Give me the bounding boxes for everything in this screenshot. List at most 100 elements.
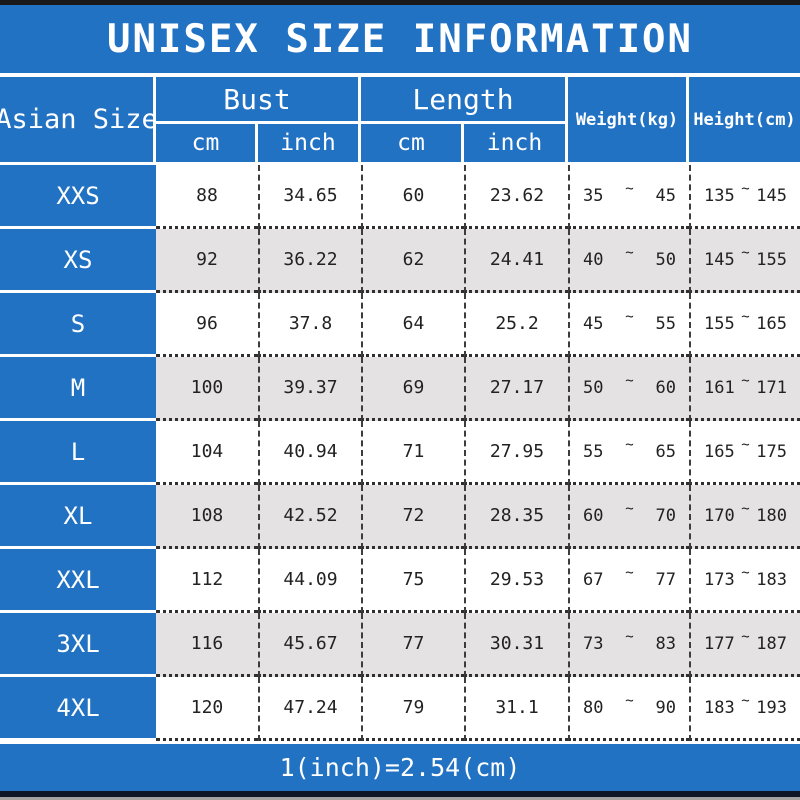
table-row-3xl: 3XL 116 45.67 77 30.31 73 ~ 83 177 ~ 187 <box>0 613 800 677</box>
weight-min: 45 <box>583 313 604 334</box>
header-bust-cm: cm <box>156 124 255 162</box>
length-cm-value: 62 <box>361 229 464 293</box>
tilde-glyph: ~ <box>741 372 750 389</box>
weight-range: 73 ~ 83 <box>568 613 689 677</box>
bust-inch-value: 37.8 <box>258 293 361 357</box>
length-cm-value: 77 <box>361 613 464 677</box>
height-max: 171 <box>756 377 787 398</box>
length-cm-value: 75 <box>361 549 464 613</box>
weight-max: 70 <box>655 505 676 526</box>
length-inch-value: 24.41 <box>464 229 568 293</box>
length-cm-value: 64 <box>361 293 464 357</box>
weight-range: 60 ~ 70 <box>568 485 689 549</box>
weight-min: 73 <box>583 633 604 654</box>
height-min: 183 <box>704 697 735 718</box>
weight-max: 60 <box>655 377 676 398</box>
size-label: 3XL <box>0 613 156 677</box>
height-max: 165 <box>756 313 787 334</box>
height-range: 135 ~ 145 <box>689 165 800 229</box>
tilde-glyph: ~ <box>625 180 634 197</box>
header-length: Length <box>361 77 565 121</box>
size-label: XXS <box>0 165 156 229</box>
height-max: 180 <box>756 505 787 526</box>
table-row-s: S 96 37.8 64 25.2 45 ~ 55 155 ~ 165 <box>0 293 800 357</box>
header-bust: Bust <box>156 77 358 121</box>
page-title: UNISEX SIZE INFORMATION <box>106 16 694 62</box>
header-bust-inch: inch <box>258 124 358 162</box>
tilde-glyph: ~ <box>741 692 750 709</box>
table-row-m: M 100 39.37 69 27.17 50 ~ 60 161 ~ 171 <box>0 357 800 421</box>
length-cm-value: 79 <box>361 677 464 741</box>
weight-range: 45 ~ 55 <box>568 293 689 357</box>
height-range: 155 ~ 165 <box>689 293 800 357</box>
size-label: 4XL <box>0 677 156 741</box>
weight-range: 80 ~ 90 <box>568 677 689 741</box>
weight-min: 50 <box>583 377 604 398</box>
weight-max: 83 <box>655 633 676 654</box>
header-asian-size: Asian Size <box>0 77 158 162</box>
bust-cm-value: 100 <box>156 357 258 421</box>
tilde-glyph: ~ <box>741 564 750 581</box>
length-inch-value: 31.1 <box>464 677 568 741</box>
tilde-glyph: ~ <box>741 244 750 261</box>
height-range: 173 ~ 183 <box>689 549 800 613</box>
size-label: M <box>0 357 156 421</box>
bust-inch-value: 44.09 <box>258 549 361 613</box>
bust-cm-value: 88 <box>156 165 258 229</box>
bust-cm-value: 104 <box>156 421 258 485</box>
bottom-gray-edge <box>0 797 800 800</box>
bust-inch-value: 40.94 <box>258 421 361 485</box>
height-min: 155 <box>704 313 735 334</box>
height-range: 145 ~ 155 <box>689 229 800 293</box>
tilde-glyph: ~ <box>741 308 750 325</box>
weight-min: 60 <box>583 505 604 526</box>
table-row-xs: XS 92 36.22 62 24.41 40 ~ 50 145 ~ 155 <box>0 229 800 293</box>
bust-inch-value: 47.24 <box>258 677 361 741</box>
bust-cm-value: 116 <box>156 613 258 677</box>
height-range: 170 ~ 180 <box>689 485 800 549</box>
weight-min: 67 <box>583 569 604 590</box>
weight-min: 55 <box>583 441 604 462</box>
length-cm-value: 69 <box>361 357 464 421</box>
weight-range: 50 ~ 60 <box>568 357 689 421</box>
weight-min: 35 <box>583 185 604 206</box>
bust-cm-value: 108 <box>156 485 258 549</box>
size-label: XS <box>0 229 156 293</box>
weight-max: 90 <box>655 697 676 718</box>
weight-range: 55 ~ 65 <box>568 421 689 485</box>
weight-max: 50 <box>655 249 676 270</box>
title-band: UNISEX SIZE INFORMATION <box>0 5 800 77</box>
height-min: 161 <box>704 377 735 398</box>
size-label: XXL <box>0 549 156 613</box>
length-cm-value: 71 <box>361 421 464 485</box>
tilde-glyph: ~ <box>625 372 634 389</box>
header-length-cm: cm <box>361 124 461 162</box>
table-header: Asian Size Bust Length Weight(kg) Height… <box>0 77 800 165</box>
tilde-glyph: ~ <box>741 628 750 645</box>
tilde-glyph: ~ <box>625 500 634 517</box>
table-row-xxl: XXL 112 44.09 75 29.53 67 ~ 77 173 ~ 183 <box>0 549 800 613</box>
weight-max: 65 <box>655 441 676 462</box>
bust-inch-value: 34.65 <box>258 165 361 229</box>
weight-range: 40 ~ 50 <box>568 229 689 293</box>
header-weight: Weight(kg) <box>568 77 686 162</box>
tilde-glyph: ~ <box>625 436 634 453</box>
height-range: 183 ~ 193 <box>689 677 800 741</box>
size-label: XL <box>0 485 156 549</box>
bust-inch-value: 42.52 <box>258 485 361 549</box>
height-range: 165 ~ 175 <box>689 421 800 485</box>
bust-cm-value: 112 <box>156 549 258 613</box>
weight-max: 77 <box>655 569 676 590</box>
tilde-glyph: ~ <box>741 180 750 197</box>
conversion-note: 1(inch)=2.54(cm) <box>279 753 521 782</box>
bust-cm-value: 96 <box>156 293 258 357</box>
table-row-l: L 104 40.94 71 27.95 55 ~ 65 165 ~ 175 <box>0 421 800 485</box>
length-inch-value: 27.95 <box>464 421 568 485</box>
footer-band: 1(inch)=2.54(cm) <box>0 741 800 791</box>
header-height: Height(cm) <box>689 77 800 162</box>
bust-cm-value: 120 <box>156 677 258 741</box>
height-max: 187 <box>756 633 787 654</box>
bust-cm-value: 92 <box>156 229 258 293</box>
table-row-4xl: 4XL 120 47.24 79 31.1 80 ~ 90 183 ~ 193 <box>0 677 800 741</box>
height-max: 183 <box>756 569 787 590</box>
